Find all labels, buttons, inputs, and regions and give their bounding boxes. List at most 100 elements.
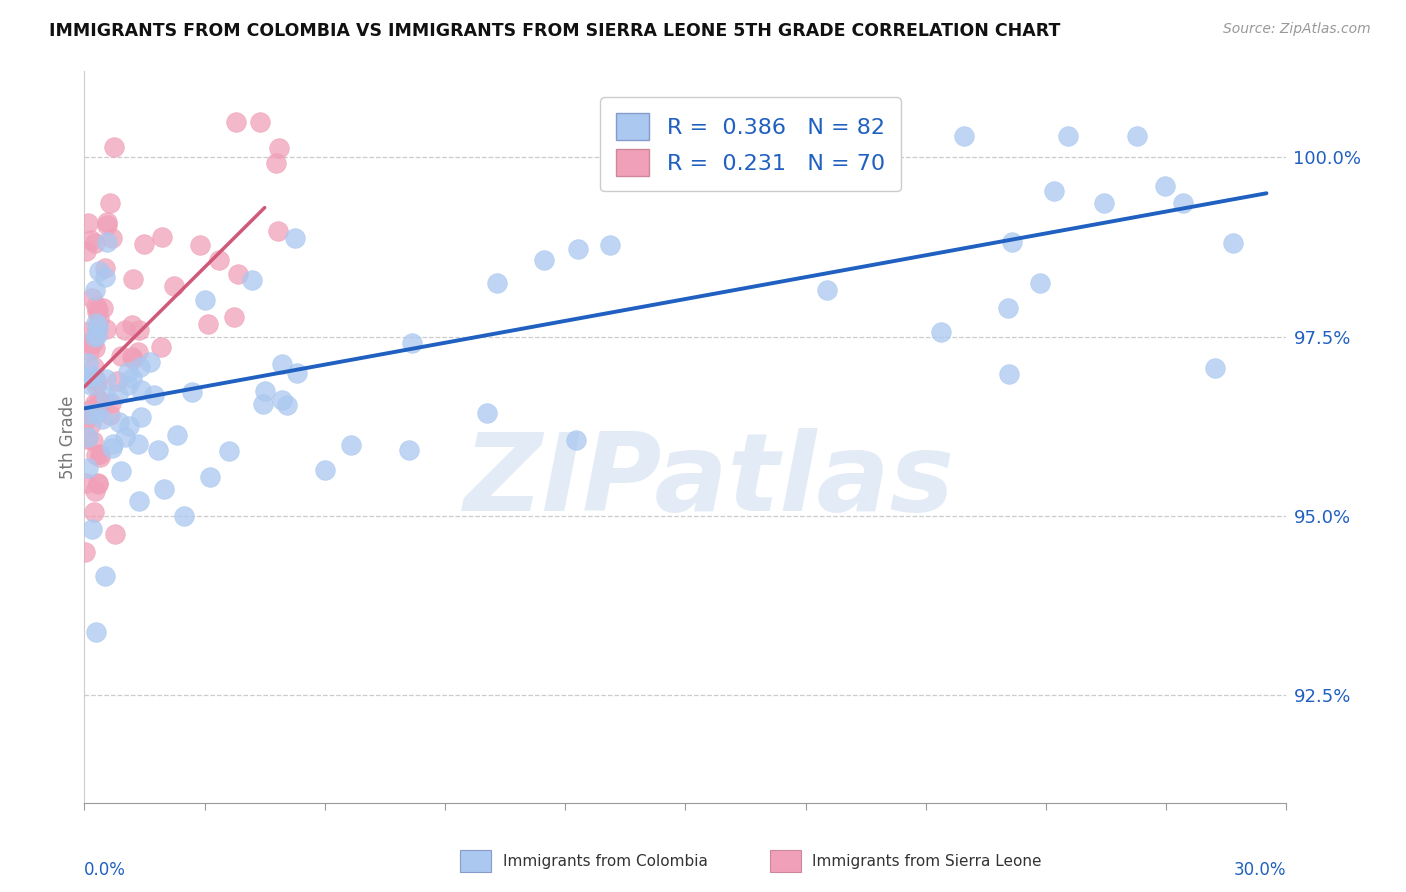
Point — [284, 231, 307, 245]
Point — [121, 370, 143, 384]
Point — [93, 261, 115, 276]
Text: Immigrants from Colombia: Immigrants from Colombia — [503, 854, 707, 869]
Point — [129, 383, 152, 397]
Point — [121, 318, 143, 332]
Point — [998, 367, 1021, 381]
Point — [79, 401, 101, 416]
Point — [108, 415, 131, 429]
Point — [96, 235, 118, 249]
Point — [75, 412, 97, 426]
Point — [117, 378, 139, 392]
Point — [997, 301, 1019, 315]
Point — [77, 407, 100, 421]
Point — [110, 464, 132, 478]
Point — [75, 476, 97, 491]
Point — [75, 545, 97, 559]
Point — [152, 482, 174, 496]
Point — [86, 449, 108, 463]
Point — [567, 242, 589, 256]
Point — [1204, 360, 1226, 375]
Point — [79, 377, 101, 392]
Point — [86, 406, 108, 420]
Point — [127, 437, 149, 451]
Point — [80, 291, 103, 305]
Point — [128, 360, 150, 375]
Point — [121, 351, 143, 366]
Point — [271, 357, 294, 371]
Point — [91, 301, 114, 315]
Point — [1001, 235, 1024, 249]
Point — [82, 336, 104, 351]
Point — [83, 372, 105, 386]
Point — [77, 369, 100, 384]
Point — [101, 437, 124, 451]
Point — [86, 374, 108, 388]
Point — [486, 276, 509, 290]
Point — [86, 305, 108, 319]
Point — [87, 303, 110, 318]
Point — [138, 355, 160, 369]
Point — [150, 229, 173, 244]
Point — [127, 344, 149, 359]
Point — [285, 366, 308, 380]
Point — [218, 444, 240, 458]
Point — [398, 442, 420, 457]
Point — [117, 365, 139, 379]
Point — [94, 322, 117, 336]
Point — [114, 430, 136, 444]
Point — [266, 224, 288, 238]
Point — [96, 215, 118, 229]
Point — [1126, 128, 1149, 143]
Point — [101, 231, 124, 245]
Point — [104, 527, 127, 541]
Point — [96, 372, 118, 386]
FancyBboxPatch shape — [770, 850, 801, 872]
Point — [90, 394, 112, 409]
Point — [89, 447, 111, 461]
Point — [197, 317, 219, 331]
FancyBboxPatch shape — [461, 850, 492, 872]
Text: Source: ZipAtlas.com: Source: ZipAtlas.com — [1223, 22, 1371, 37]
Point — [84, 236, 107, 251]
Point — [86, 624, 108, 639]
Point — [1154, 178, 1177, 193]
Point — [173, 509, 195, 524]
Point — [105, 374, 128, 388]
Point — [1092, 196, 1115, 211]
Point — [817, 283, 839, 297]
Point — [149, 340, 172, 354]
Point — [80, 233, 103, 247]
Point — [77, 344, 100, 359]
Point — [103, 140, 125, 154]
Point — [188, 238, 211, 252]
Point — [83, 360, 105, 375]
Text: ZIPatlas: ZIPatlas — [464, 428, 955, 534]
Point — [76, 432, 98, 446]
Point — [84, 316, 107, 330]
Point — [87, 264, 110, 278]
Point — [77, 461, 100, 475]
Point — [1057, 128, 1080, 143]
Point — [89, 392, 111, 407]
Point — [114, 323, 136, 337]
Text: IMMIGRANTS FROM COLOMBIA VS IMMIGRANTS FROM SIERRA LEONE 5TH GRADE CORRELATION C: IMMIGRANTS FROM COLOMBIA VS IMMIGRANTS F… — [49, 22, 1060, 40]
Point — [252, 397, 274, 411]
Point — [1029, 276, 1052, 290]
Point — [77, 357, 100, 371]
Point — [82, 522, 104, 536]
Point — [314, 463, 336, 477]
Point — [77, 324, 100, 338]
Point — [84, 484, 107, 499]
Point — [128, 323, 150, 337]
Point — [565, 433, 588, 447]
Point — [86, 328, 108, 343]
Point — [929, 325, 952, 339]
Point — [96, 218, 118, 232]
Point — [101, 441, 124, 455]
Point — [222, 310, 245, 324]
Point — [163, 278, 186, 293]
Point — [87, 477, 110, 491]
Point — [1222, 235, 1244, 250]
Point — [166, 427, 188, 442]
Point — [269, 141, 291, 155]
